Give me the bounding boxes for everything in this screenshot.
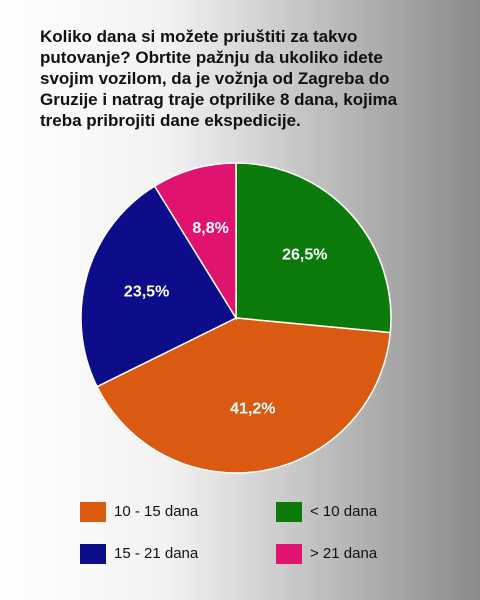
slice-label: 8,8% [192, 220, 228, 237]
pie-slice [153, 162, 237, 321]
legend-label: 10 - 15 dana [114, 503, 199, 520]
pie-slice [80, 185, 238, 388]
pie-slice [96, 317, 392, 474]
pie-slice [235, 162, 392, 334]
legend-label: 15 - 21 dana [114, 545, 199, 562]
slice-label: 26,5% [282, 247, 327, 264]
legend-swatch [276, 502, 302, 522]
slice-label: 41,2% [230, 401, 275, 418]
legend-label: > 21 dana [310, 545, 378, 562]
slice-label: 23,5% [124, 284, 169, 301]
legend-label: < 10 dana [310, 503, 378, 520]
legend-swatch [80, 502, 106, 522]
legend-swatch [80, 544, 106, 564]
legend-swatch [276, 544, 302, 564]
chart-title: Koliko dana si možete priuštiti za takvo… [40, 27, 398, 130]
